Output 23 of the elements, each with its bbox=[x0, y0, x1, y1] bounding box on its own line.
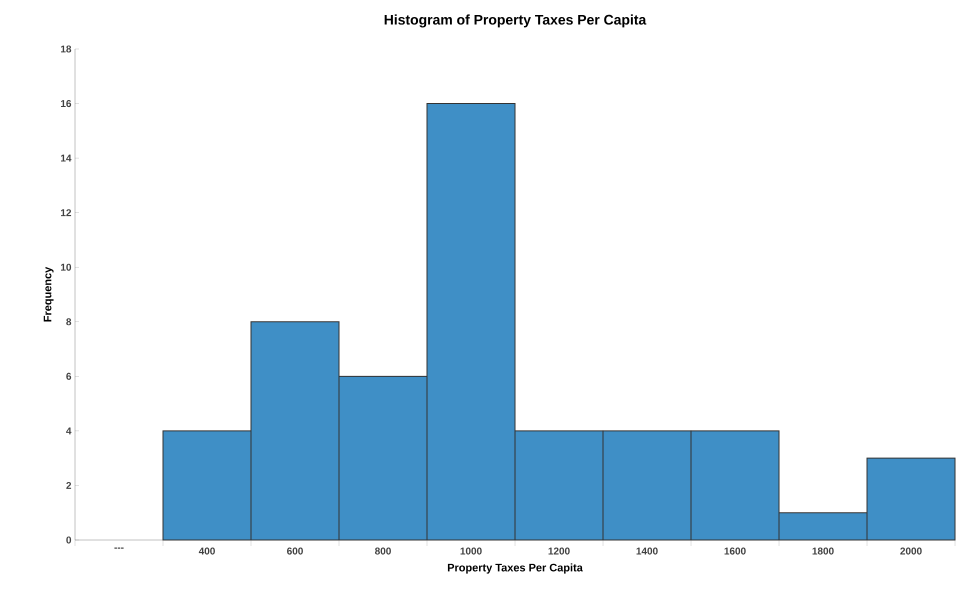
y-tick-label: 0 bbox=[66, 536, 72, 544]
chart-title: Histogram of Property Taxes Per Capita bbox=[384, 14, 646, 28]
x-tick-label: 1000 bbox=[460, 548, 482, 555]
y-tick-label: 4 bbox=[66, 427, 72, 434]
y-tick-label: 6 bbox=[66, 372, 72, 380]
y-tick-label: 8 bbox=[66, 318, 72, 326]
x-axis-title: Property Taxes Per Capita bbox=[448, 563, 583, 574]
x-tick-label: 1400 bbox=[636, 548, 658, 555]
x-tick-label: 800 bbox=[375, 548, 391, 555]
y-tick-label: 16 bbox=[61, 100, 72, 108]
x-tick-label: 1600 bbox=[724, 548, 746, 555]
y-tick-label: 2 bbox=[66, 482, 72, 489]
x-tick-label: 1200 bbox=[548, 548, 570, 555]
y-tick-label: 18 bbox=[61, 45, 72, 53]
x-tick-label: 2000 bbox=[900, 548, 922, 555]
x-tick-label: 600 bbox=[287, 548, 303, 555]
y-axis-title: Frequency bbox=[44, 266, 54, 322]
x-tick-label: 1800 bbox=[812, 548, 834, 555]
x-tick-label: --- bbox=[114, 548, 124, 549]
x-tick-label: 400 bbox=[198, 548, 215, 555]
y-tick-label: 10 bbox=[61, 264, 72, 271]
y-tick-label: 12 bbox=[61, 209, 72, 216]
y-tick-label: 14 bbox=[61, 154, 72, 162]
